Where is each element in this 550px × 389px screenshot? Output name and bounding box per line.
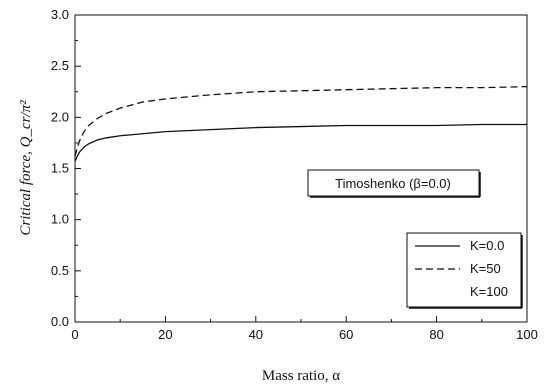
y-axis: 0.0 0.5 1.0 1.5 2.0 2.5 3.0 bbox=[51, 7, 81, 329]
legend-label: K=0.0 bbox=[470, 238, 504, 253]
y-tick-label: 0.5 bbox=[51, 263, 69, 278]
x-axis: 0 20 40 60 80 100 bbox=[71, 316, 538, 342]
x-tick-label: 60 bbox=[339, 327, 353, 342]
x-tick-label: 80 bbox=[429, 327, 443, 342]
y-tick-label: 1.0 bbox=[51, 212, 69, 227]
x-axis-title: Mass ratio, α bbox=[262, 368, 340, 384]
y-tick-label: 3.0 bbox=[51, 7, 69, 22]
legend-label: K=100 bbox=[470, 284, 508, 299]
x-tick-label: 0 bbox=[71, 327, 78, 342]
y-tick-label: 2.0 bbox=[51, 109, 69, 124]
y-tick-label: 1.5 bbox=[51, 161, 69, 176]
legend: K=0.0 K=50 K=100 bbox=[406, 232, 523, 309]
x-tick-label: 100 bbox=[516, 327, 538, 342]
y-axis-title: Critical force, Q_cr/π² bbox=[18, 100, 34, 236]
annotation-text: Timoshenko (β=0.0) bbox=[335, 176, 451, 191]
y-tick-label: 0.0 bbox=[51, 314, 69, 329]
x-tick-label: 40 bbox=[249, 327, 263, 342]
series-layer bbox=[74, 85, 528, 162]
x-tick-label: 20 bbox=[158, 327, 172, 342]
series-line-k-50 bbox=[74, 85, 528, 157]
legend-label: K=50 bbox=[470, 261, 501, 276]
y-tick-label: 2.5 bbox=[51, 58, 69, 73]
annotation-box: Timoshenko (β=0.0) bbox=[307, 169, 481, 198]
series-line-k-0-0 bbox=[74, 123, 527, 162]
